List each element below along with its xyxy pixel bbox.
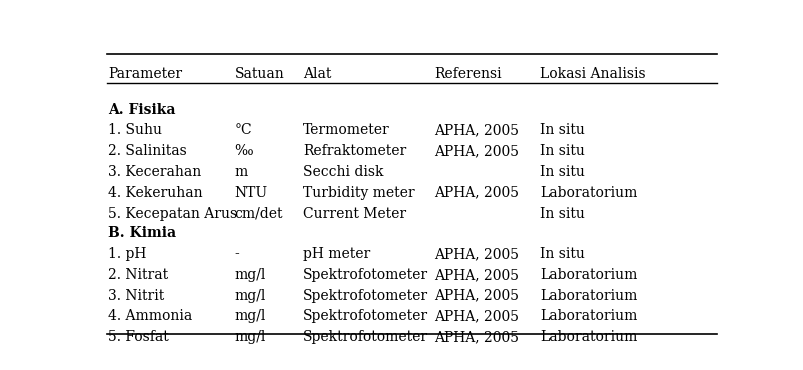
Text: In situ: In situ bbox=[539, 144, 584, 158]
Text: 3. Kecerahan: 3. Kecerahan bbox=[108, 165, 201, 179]
Text: mg/l: mg/l bbox=[234, 289, 266, 303]
Text: APHA, 2005: APHA, 2005 bbox=[434, 268, 518, 282]
Text: mg/l: mg/l bbox=[234, 309, 266, 323]
Text: Alat: Alat bbox=[303, 67, 331, 81]
Text: Satuan: Satuan bbox=[234, 67, 284, 81]
Text: Laboratorium: Laboratorium bbox=[539, 289, 636, 303]
Text: APHA, 2005: APHA, 2005 bbox=[434, 186, 518, 200]
Text: °C: °C bbox=[234, 123, 252, 137]
Text: Laboratorium: Laboratorium bbox=[539, 330, 636, 344]
Text: APHA, 2005: APHA, 2005 bbox=[434, 330, 518, 344]
Text: Turbidity meter: Turbidity meter bbox=[303, 186, 414, 200]
Text: 2. Nitrat: 2. Nitrat bbox=[108, 268, 168, 282]
Text: A. Fisika: A. Fisika bbox=[108, 102, 175, 117]
Text: ‰: ‰ bbox=[234, 144, 253, 158]
Text: APHA, 2005: APHA, 2005 bbox=[434, 144, 518, 158]
Text: 5. Fosfat: 5. Fosfat bbox=[108, 330, 169, 344]
Text: APHA, 2005: APHA, 2005 bbox=[434, 247, 518, 261]
Text: 1. Suhu: 1. Suhu bbox=[108, 123, 161, 137]
Text: Secchi disk: Secchi disk bbox=[303, 165, 383, 179]
Text: Parameter: Parameter bbox=[108, 67, 181, 81]
Text: Spektrofotometer: Spektrofotometer bbox=[303, 268, 428, 282]
Text: B. Kimia: B. Kimia bbox=[108, 226, 176, 240]
Text: Lokasi Analisis: Lokasi Analisis bbox=[539, 67, 645, 81]
Text: Refraktometer: Refraktometer bbox=[303, 144, 406, 158]
Text: APHA, 2005: APHA, 2005 bbox=[434, 309, 518, 323]
Text: APHA, 2005: APHA, 2005 bbox=[434, 123, 518, 137]
Text: Spektrofotometer: Spektrofotometer bbox=[303, 309, 428, 323]
Text: mg/l: mg/l bbox=[234, 330, 266, 344]
Text: -: - bbox=[234, 247, 239, 261]
Text: pH meter: pH meter bbox=[303, 247, 370, 261]
Text: 3. Nitrit: 3. Nitrit bbox=[108, 289, 164, 303]
Text: 4. Ammonia: 4. Ammonia bbox=[108, 309, 192, 323]
Text: In situ: In situ bbox=[539, 206, 584, 221]
Text: In situ: In situ bbox=[539, 247, 584, 261]
Text: Referensi: Referensi bbox=[434, 67, 501, 81]
Text: 5. Kecepatan Arus: 5. Kecepatan Arus bbox=[108, 206, 237, 221]
Text: 2. Salinitas: 2. Salinitas bbox=[108, 144, 186, 158]
Text: mg/l: mg/l bbox=[234, 268, 266, 282]
Text: Current Meter: Current Meter bbox=[303, 206, 406, 221]
Text: m: m bbox=[234, 165, 247, 179]
Text: APHA, 2005: APHA, 2005 bbox=[434, 289, 518, 303]
Text: Laboratorium: Laboratorium bbox=[539, 309, 636, 323]
Text: In situ: In situ bbox=[539, 165, 584, 179]
Text: 1. pH: 1. pH bbox=[108, 247, 146, 261]
Text: Spektrofotometer: Spektrofotometer bbox=[303, 289, 428, 303]
Text: NTU: NTU bbox=[234, 186, 267, 200]
Text: Laboratorium: Laboratorium bbox=[539, 186, 636, 200]
Text: cm/det: cm/det bbox=[234, 206, 283, 221]
Text: Termometer: Termometer bbox=[303, 123, 389, 137]
Text: Laboratorium: Laboratorium bbox=[539, 268, 636, 282]
Text: 4. Kekeruhan: 4. Kekeruhan bbox=[108, 186, 202, 200]
Text: In situ: In situ bbox=[539, 123, 584, 137]
Text: Spektrofotometer: Spektrofotometer bbox=[303, 330, 428, 344]
